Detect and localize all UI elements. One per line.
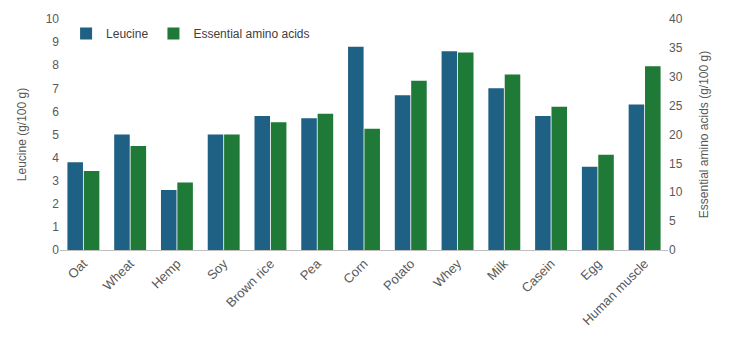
svg-text:Potato: Potato	[380, 256, 417, 293]
svg-text:Hemp: Hemp	[149, 256, 184, 291]
svg-text:Wheat: Wheat	[100, 256, 137, 293]
svg-text:Oat: Oat	[65, 256, 91, 282]
svg-text:10: 10	[669, 185, 683, 199]
svg-text:35: 35	[669, 41, 683, 55]
svg-text:1: 1	[52, 220, 59, 234]
svg-text:10: 10	[46, 12, 60, 26]
svg-text:15: 15	[669, 157, 683, 171]
svg-text:Essential amino acids: Essential amino acids	[193, 27, 309, 41]
svg-text:Whey: Whey	[430, 256, 464, 290]
svg-text:Milk: Milk	[484, 256, 511, 283]
svg-text:Essential amino acids (g/100 g: Essential amino acids (g/100 g)	[697, 51, 711, 218]
svg-text:0: 0	[52, 243, 59, 257]
svg-text:Corn: Corn	[340, 256, 371, 287]
svg-text:20: 20	[669, 128, 683, 142]
svg-text:7: 7	[52, 82, 59, 96]
svg-text:0: 0	[669, 243, 676, 257]
svg-text:Egg: Egg	[578, 256, 605, 283]
svg-text:4: 4	[52, 151, 59, 165]
svg-text:Leucine: Leucine	[106, 27, 148, 41]
svg-text:Leucine (g/100 g): Leucine (g/100 g)	[15, 88, 29, 181]
svg-text:Soy: Soy	[204, 256, 231, 283]
svg-text:8: 8	[52, 58, 59, 72]
svg-text:6: 6	[52, 105, 59, 119]
svg-text:2: 2	[52, 197, 59, 211]
svg-text:Human muscle: Human muscle	[579, 256, 651, 328]
svg-text:Brown rice: Brown rice	[223, 256, 277, 310]
svg-text:Casein: Casein	[519, 256, 558, 295]
svg-text:Pea: Pea	[297, 256, 325, 284]
svg-text:30: 30	[669, 70, 683, 84]
svg-text:5: 5	[52, 128, 59, 142]
svg-text:40: 40	[669, 12, 683, 26]
svg-text:25: 25	[669, 99, 683, 113]
svg-text:9: 9	[52, 35, 59, 49]
svg-text:5: 5	[669, 214, 676, 228]
svg-text:3: 3	[52, 174, 59, 188]
